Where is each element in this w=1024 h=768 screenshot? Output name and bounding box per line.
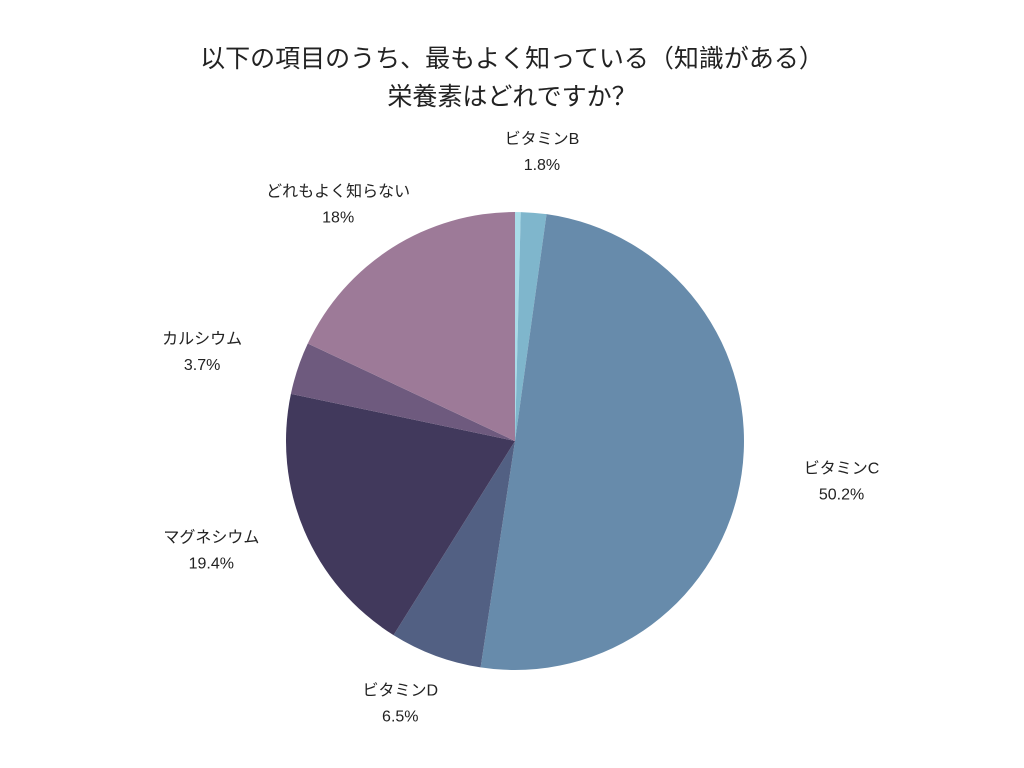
slice-value-label: 3.7% [184, 357, 220, 374]
slice-label: どれもよく知らない [266, 183, 410, 201]
slice-value-label: 18% [322, 210, 354, 227]
chart-title-line-1: 以下の項目のうち、最もよく知っている（知識がある） [200, 44, 824, 73]
slice-value-label: 50.2% [819, 486, 864, 503]
pie-slice [290, 343, 515, 441]
slice-value-label: 6.5% [382, 709, 418, 726]
pie-slice [515, 212, 547, 441]
pie-slice [515, 212, 521, 441]
slice-label: マグネシウム [163, 529, 259, 547]
pie-slice [286, 393, 515, 636]
slice-label: カルシウム [162, 330, 242, 348]
slice-value-label: 1.8% [524, 157, 560, 174]
chart-title: 以下の項目のうち、最もよく知っている（知識がある） 栄養素はどれですか？ [0, 40, 1024, 116]
slice-label: ビタミンB [505, 130, 580, 148]
slice-label: ビタミンD [363, 682, 439, 700]
slice-value-label: 19.4% [189, 556, 234, 573]
pie-slice [480, 214, 744, 670]
chart-title-line-2: 栄養素はどれですか？ [387, 82, 637, 111]
pie-slice [393, 441, 515, 668]
pie-slice [307, 212, 515, 441]
slice-label: ビタミンC [804, 459, 880, 477]
